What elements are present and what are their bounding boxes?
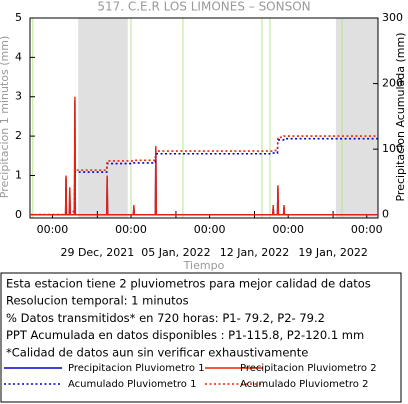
x-tick-label: 00:00 [272, 223, 304, 236]
y2-axis-label: Precipitacion Acumulada (mm) [394, 32, 407, 201]
y-tick-label: 4 [15, 50, 22, 63]
x-tick-label: 00:00 [351, 223, 383, 236]
x-axis-label: Tiempo [183, 259, 225, 272]
y2-tick-label: 200 [382, 77, 403, 90]
y-axis-label: Precipitacion 1 minutos (mm) [0, 36, 11, 198]
legend-label: Precipitacion Pluviometro 1 [68, 363, 205, 374]
y-tick-label: 5 [15, 11, 22, 24]
x-tick-label: 00:00 [37, 223, 69, 236]
info-note: PPT Acumulada en datos disponibles : P1-… [6, 328, 364, 342]
legend-label: Acumulado Pluviometro 2 [240, 379, 368, 390]
chart-title: 517. C.E.R LOS LIMONES – SONSON [97, 0, 310, 14]
x-major-tick-label: 05 Jan, 2022 [141, 246, 210, 259]
legend-label: Acumulado Pluviometro 1 [68, 379, 196, 390]
info-note: *Calidad de datos aun sin verificar exha… [6, 345, 308, 359]
x-tick-label: 00:00 [115, 223, 147, 236]
y2-tick-label: 300 [382, 11, 403, 24]
y2-tick-label: 100 [382, 142, 403, 155]
x-tick-label: 00:00 [194, 223, 226, 236]
y-tick-label: 0 [15, 208, 22, 221]
x-major-tick-label: 19 Jan, 2022 [298, 246, 367, 259]
info-note: Esta estacion tiene 2 pluviometros para … [6, 277, 371, 291]
y2-tick-label: 0 [382, 208, 389, 221]
plot-frame [29, 17, 379, 219]
legend-label: Precipitacion Pluviometro 2 [240, 363, 377, 374]
x-major-tick-label: 29 Dec, 2021 [60, 246, 134, 259]
shaded-range [335, 18, 378, 218]
y-tick-label: 3 [15, 90, 22, 103]
series-line [30, 135, 378, 216]
info-note: Resolucion temporal: 1 minutos [6, 294, 189, 308]
series-line [30, 96, 378, 216]
y-tick-label: 2 [15, 129, 22, 142]
x-major-tick-label: 12 Jan, 2022 [220, 246, 289, 259]
info-box [0, 272, 402, 403]
shaded-range [78, 18, 128, 218]
y-tick-label: 1 [15, 168, 22, 181]
info-note: % Datos transmitidos* en 720 horas: P1- … [6, 311, 325, 325]
